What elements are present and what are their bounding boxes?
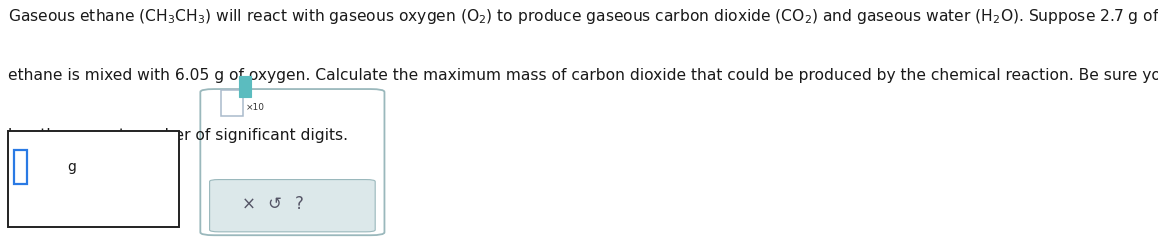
FancyBboxPatch shape (8, 131, 179, 227)
Text: ↺: ↺ (267, 196, 281, 213)
Text: g: g (67, 160, 76, 174)
FancyBboxPatch shape (14, 150, 27, 184)
Text: ethane is mixed with 6.05 g of oxygen. Calculate the maximum mass of carbon diox: ethane is mixed with 6.05 g of oxygen. C… (8, 68, 1158, 83)
Text: has the correct number of significant digits.: has the correct number of significant di… (8, 128, 349, 143)
FancyBboxPatch shape (210, 180, 375, 232)
Text: Gaseous ethane $\left(\mathrm{CH_3CH_3}\right)$ will react with gaseous oxygen $: Gaseous ethane $\left(\mathrm{CH_3CH_3}\… (8, 7, 1158, 26)
FancyBboxPatch shape (239, 76, 251, 97)
Text: ?: ? (294, 196, 303, 213)
Text: ×10: ×10 (245, 103, 264, 112)
Text: ×: × (242, 196, 256, 213)
FancyBboxPatch shape (200, 89, 384, 235)
FancyBboxPatch shape (221, 90, 243, 116)
